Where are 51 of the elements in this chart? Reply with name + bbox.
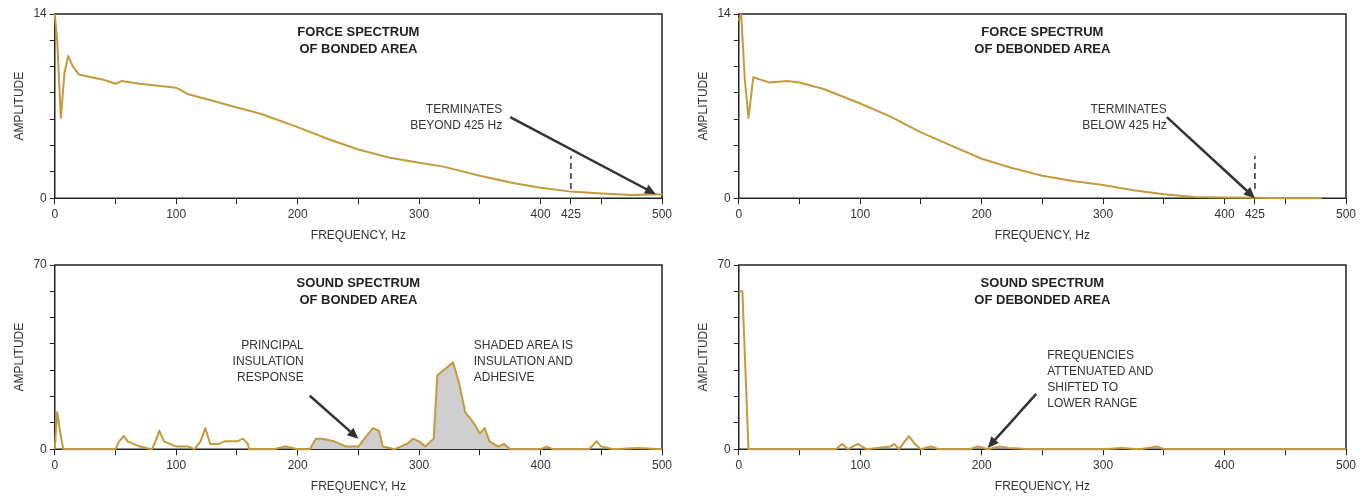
y-tick-label: 70 xyxy=(33,257,48,272)
x-tick-label: 100 xyxy=(166,457,187,472)
text: SOUND SPECTRUM OF BONDED AREA xyxy=(296,275,421,308)
x-tick-label: 200 xyxy=(971,206,992,221)
annotation: FREQUENCIES ATTENUATED AND SHIFTED TO LOWER RANGE xyxy=(1047,347,1154,410)
x-tick-label: 300 xyxy=(1093,206,1114,221)
annotation: TERMINATES BEYOND 425 Hz xyxy=(410,102,503,133)
x-axis-title: FREQUENCY, Hz xyxy=(994,479,1090,494)
x-tick-label: 300 xyxy=(409,457,430,472)
x-tick-label: 400 xyxy=(530,206,551,221)
x-tick-label: 100 xyxy=(850,457,871,472)
x-tick-label: 400 xyxy=(1214,457,1235,472)
x-tick-label: 400 xyxy=(530,457,551,472)
x-tick-label: 100 xyxy=(850,206,871,221)
x-tick-label: 200 xyxy=(287,457,308,472)
x-tick-label: 425 xyxy=(1244,206,1266,221)
x-tick-label: 200 xyxy=(287,206,308,221)
x-tick-label: 500 xyxy=(651,206,673,221)
y-tick-label: 0 xyxy=(724,190,732,205)
x-tick-label: 400 xyxy=(1214,206,1235,221)
x-axis-title: FREQUENCY, Hz xyxy=(310,228,406,243)
x-tick-label: 425 xyxy=(560,206,582,221)
y-axis-title: AMPLITUDE xyxy=(11,71,26,141)
y-tick-label: 14 xyxy=(33,6,48,21)
x-tick-label: 500 xyxy=(1335,457,1357,472)
y-axis-title: AMPLITUDE xyxy=(11,322,26,392)
text: FORCE SPECTRUM OF DEBONDED AREA xyxy=(974,24,1111,57)
annotation: SHADED AREA IS INSULATION AND ADHESIVE xyxy=(473,338,574,385)
y-tick-label: 0 xyxy=(724,441,732,456)
x-tick-label: 0 xyxy=(735,457,743,472)
text: FORCE SPECTRUM OF BONDED AREA xyxy=(297,24,420,57)
x-tick-label: 0 xyxy=(735,206,743,221)
y-tick-label: 14 xyxy=(717,6,732,21)
y-tick-label: 0 xyxy=(40,190,48,205)
x-tick-label: 300 xyxy=(1093,457,1114,472)
x-axis-title: FREQUENCY, Hz xyxy=(994,228,1090,243)
annotation: TERMINATES BELOW 425 Hz xyxy=(1082,102,1167,133)
x-tick-label: 0 xyxy=(51,457,59,472)
x-tick-label: 300 xyxy=(409,206,430,221)
text: SOUND SPECTRUM OF DEBONDED AREA xyxy=(974,275,1111,308)
annotation: PRINCIPAL INSULATION RESPONSE xyxy=(232,338,305,385)
x-tick-label: 200 xyxy=(971,457,992,472)
y-tick-label: 70 xyxy=(717,257,732,272)
x-tick-label: 0 xyxy=(51,206,59,221)
y-axis-title: AMPLITUDE xyxy=(695,322,710,392)
x-axis-title: FREQUENCY, Hz xyxy=(310,479,406,494)
y-axis-title: AMPLITUDE xyxy=(695,71,710,141)
x-tick-label: 500 xyxy=(1335,206,1357,221)
x-tick-label: 100 xyxy=(166,206,187,221)
x-tick-label: 500 xyxy=(651,457,673,472)
y-tick-label: 0 xyxy=(40,441,48,456)
